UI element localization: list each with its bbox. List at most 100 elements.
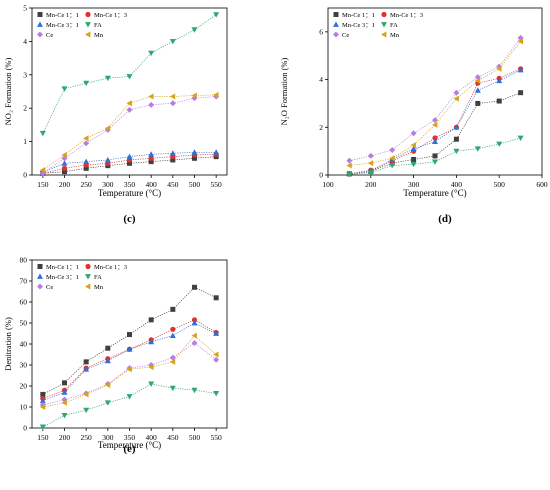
legend-marker [85, 283, 91, 290]
data-point [191, 149, 198, 155]
y-tick-label: 6 [319, 27, 323, 36]
x-tick-label: 500 [189, 433, 201, 442]
legend-item: Mn [85, 31, 104, 39]
y-tick-label: 4 [319, 75, 323, 84]
legend-marker [37, 264, 43, 269]
data-point [126, 74, 133, 80]
x-tick-label: 500 [494, 180, 506, 189]
series-fa [346, 135, 524, 178]
data-point [105, 345, 111, 351]
legend-marker [381, 11, 387, 18]
data-point [192, 155, 197, 161]
series-mn [39, 91, 219, 173]
legend-marker [381, 22, 387, 28]
y-tick-label: 20 [20, 382, 28, 391]
data-point [83, 158, 90, 165]
data-point [83, 80, 90, 87]
y-tick-label: 4 [23, 37, 27, 46]
data-point [104, 381, 111, 388]
data-point [61, 413, 68, 419]
data-point [126, 366, 132, 373]
legend-label: Mn [94, 284, 104, 291]
data-point [83, 140, 90, 147]
data-point [453, 136, 459, 142]
data-point [517, 38, 523, 45]
legend-item: Mn-Ce 3：1 [333, 21, 375, 29]
chart-panel-c: 150 200 250 300 350 400 450 500 550 0 1 2 3 4 5 Tempera… [3, 4, 228, 225]
legend-marker [85, 22, 91, 28]
data-point [346, 162, 352, 169]
data-point [126, 153, 133, 160]
x-tick-label: 150 [37, 180, 49, 189]
legend-marker [37, 21, 43, 27]
series-line [42, 319, 217, 399]
y-tick-label: 5 [23, 4, 27, 13]
data-point [169, 358, 176, 365]
legend-item: Mn-Ce 1：3 [381, 11, 423, 19]
data-point [83, 391, 89, 398]
legend-marker [37, 273, 43, 279]
legend-label: Mn-Ce 1：3 [390, 12, 423, 19]
data-point [126, 346, 133, 352]
data-point [83, 407, 90, 414]
data-point [367, 170, 374, 176]
y-tick-label: 2 [23, 104, 27, 113]
data-point [389, 155, 395, 162]
series-ce [39, 93, 220, 177]
legend-label: FA [94, 274, 102, 281]
data-point [191, 387, 198, 394]
data-point [170, 306, 176, 312]
data-point [148, 317, 154, 323]
legend-item: FA [381, 22, 398, 29]
legend-item: Mn-Ce 1：3 [85, 11, 127, 19]
data-point [496, 65, 502, 72]
data-point [474, 146, 481, 152]
legend-label: Mn-Ce 1：1 [46, 264, 79, 271]
data-point [61, 160, 68, 166]
y-tick-label: 30 [20, 361, 28, 370]
series-fa [39, 12, 220, 137]
data-point [39, 404, 46, 410]
data-point [346, 172, 353, 178]
legend-item: Mn-Ce 1：3 [85, 263, 127, 271]
legend-item: Ce [37, 283, 53, 291]
legend-marker [85, 263, 91, 270]
legend-item: Mn-Ce 1：1 [37, 12, 79, 19]
legend-item: Mn [85, 283, 104, 291]
data-point [432, 121, 438, 128]
data-point [62, 169, 67, 175]
x-tick-label: 500 [189, 180, 201, 189]
data-point [61, 389, 68, 395]
legend: Mn-Ce 1：1 Mn-Ce 1：3 Mn-Ce 3：1 FA Ce Mn [333, 11, 423, 39]
series-fa [39, 381, 220, 430]
legend-label: Mn [94, 32, 104, 39]
series-mn-ce-1-1 [40, 284, 219, 397]
legend-item: Mn-Ce 3：1 [37, 273, 79, 281]
data-point [518, 90, 524, 96]
legend-item: Mn-Ce 1：1 [333, 12, 375, 19]
series-line [42, 322, 217, 402]
data-point [83, 366, 90, 372]
legend-label: FA [94, 22, 102, 29]
series-line [42, 14, 217, 134]
legend-label: Ce [46, 32, 53, 39]
data-point [83, 165, 89, 171]
series-line [42, 153, 217, 174]
data-point [410, 145, 417, 152]
panel-label: (e) [123, 443, 136, 455]
data-point [61, 165, 68, 171]
legend: Mn-Ce 1：1 Mn-Ce 1：3 Mn-Ce 3：1 FA Ce Mn [37, 263, 127, 291]
x-tick-label: 250 [81, 180, 93, 189]
x-tick-label: 250 [81, 433, 93, 442]
x-tick-label: 200 [59, 180, 71, 189]
data-point [410, 142, 416, 149]
x-axis-title: Temperature (°C) [98, 188, 161, 198]
series-line [42, 342, 217, 406]
data-point [496, 77, 503, 84]
y-tick-label: 40 [20, 340, 28, 349]
data-point [61, 86, 68, 92]
data-point [169, 354, 176, 361]
legend-marker [85, 31, 91, 38]
series-line [42, 286, 217, 395]
data-point [432, 159, 438, 165]
